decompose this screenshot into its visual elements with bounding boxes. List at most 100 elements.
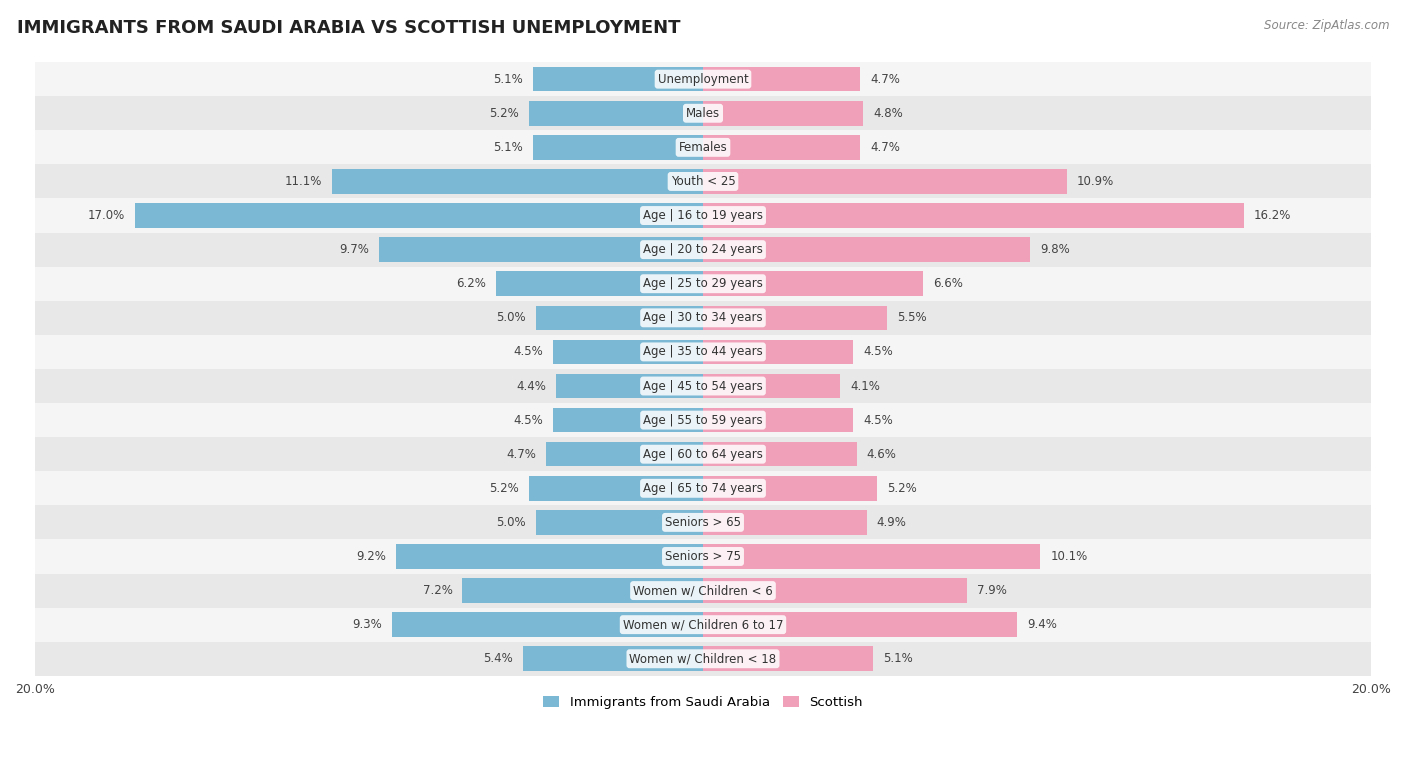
Bar xyxy=(703,374,839,398)
Bar xyxy=(703,510,866,534)
Bar xyxy=(35,266,1371,301)
Text: 5.1%: 5.1% xyxy=(883,653,912,665)
Text: 4.4%: 4.4% xyxy=(516,379,546,393)
Text: Females: Females xyxy=(679,141,727,154)
Text: Age | 25 to 29 years: Age | 25 to 29 years xyxy=(643,277,763,290)
Bar xyxy=(703,67,860,92)
Text: Age | 45 to 54 years: Age | 45 to 54 years xyxy=(643,379,763,393)
Bar xyxy=(35,437,1371,472)
Text: 5.0%: 5.0% xyxy=(496,516,526,529)
Text: Youth < 25: Youth < 25 xyxy=(671,175,735,188)
Text: 4.7%: 4.7% xyxy=(870,73,900,86)
Bar xyxy=(703,442,856,466)
Text: Males: Males xyxy=(686,107,720,120)
Text: Women w/ Children < 18: Women w/ Children < 18 xyxy=(630,653,776,665)
Text: 5.2%: 5.2% xyxy=(887,481,917,495)
Text: Age | 60 to 64 years: Age | 60 to 64 years xyxy=(643,447,763,461)
Text: 9.2%: 9.2% xyxy=(356,550,385,563)
Text: Age | 55 to 59 years: Age | 55 to 59 years xyxy=(643,413,763,427)
Bar xyxy=(703,408,853,432)
Bar xyxy=(35,62,1371,96)
Text: 9.3%: 9.3% xyxy=(353,618,382,631)
Text: 4.6%: 4.6% xyxy=(866,447,897,461)
Bar xyxy=(35,369,1371,403)
Text: 9.7%: 9.7% xyxy=(339,243,368,256)
Text: 17.0%: 17.0% xyxy=(89,209,125,222)
Bar xyxy=(35,301,1371,335)
Bar xyxy=(35,472,1371,506)
Text: IMMIGRANTS FROM SAUDI ARABIA VS SCOTTISH UNEMPLOYMENT: IMMIGRANTS FROM SAUDI ARABIA VS SCOTTISH… xyxy=(17,19,681,37)
Text: 5.5%: 5.5% xyxy=(897,311,927,324)
Text: 6.2%: 6.2% xyxy=(456,277,486,290)
Text: 5.2%: 5.2% xyxy=(489,481,519,495)
Text: 5.1%: 5.1% xyxy=(494,73,523,86)
Text: 7.2%: 7.2% xyxy=(423,584,453,597)
Text: 11.1%: 11.1% xyxy=(285,175,322,188)
Bar xyxy=(536,510,703,534)
Text: 4.5%: 4.5% xyxy=(513,413,543,427)
Text: Women w/ Children < 6: Women w/ Children < 6 xyxy=(633,584,773,597)
Text: 9.4%: 9.4% xyxy=(1026,618,1057,631)
Bar xyxy=(533,67,703,92)
Text: 6.6%: 6.6% xyxy=(934,277,963,290)
Bar xyxy=(35,403,1371,437)
Bar xyxy=(703,306,887,330)
Bar xyxy=(135,204,703,228)
Legend: Immigrants from Saudi Arabia, Scottish: Immigrants from Saudi Arabia, Scottish xyxy=(538,690,868,714)
Bar xyxy=(703,238,1031,262)
Bar xyxy=(35,335,1371,369)
Bar xyxy=(35,96,1371,130)
Bar xyxy=(533,135,703,160)
Text: Seniors > 65: Seniors > 65 xyxy=(665,516,741,529)
Bar xyxy=(463,578,703,603)
Bar xyxy=(35,164,1371,198)
Text: Age | 35 to 44 years: Age | 35 to 44 years xyxy=(643,345,763,358)
Text: 4.8%: 4.8% xyxy=(873,107,903,120)
Text: 5.0%: 5.0% xyxy=(496,311,526,324)
Text: Age | 20 to 24 years: Age | 20 to 24 years xyxy=(643,243,763,256)
Bar xyxy=(35,608,1371,642)
Text: Source: ZipAtlas.com: Source: ZipAtlas.com xyxy=(1264,19,1389,32)
Bar xyxy=(523,646,703,671)
Bar xyxy=(703,340,853,364)
Bar xyxy=(703,612,1017,637)
Text: 7.9%: 7.9% xyxy=(977,584,1007,597)
Text: 4.7%: 4.7% xyxy=(506,447,536,461)
Bar xyxy=(703,476,877,500)
Bar xyxy=(555,374,703,398)
Text: Age | 16 to 19 years: Age | 16 to 19 years xyxy=(643,209,763,222)
Bar xyxy=(35,198,1371,232)
Text: 10.9%: 10.9% xyxy=(1077,175,1115,188)
Bar xyxy=(392,612,703,637)
Bar xyxy=(703,646,873,671)
Text: 4.5%: 4.5% xyxy=(863,345,893,358)
Bar xyxy=(332,169,703,194)
Text: 4.7%: 4.7% xyxy=(870,141,900,154)
Bar xyxy=(35,540,1371,574)
Bar xyxy=(703,204,1244,228)
Bar xyxy=(395,544,703,569)
Text: 4.5%: 4.5% xyxy=(513,345,543,358)
Text: 5.2%: 5.2% xyxy=(489,107,519,120)
Bar xyxy=(703,578,967,603)
Bar xyxy=(35,232,1371,266)
Bar xyxy=(546,442,703,466)
Text: Age | 65 to 74 years: Age | 65 to 74 years xyxy=(643,481,763,495)
Bar xyxy=(35,574,1371,608)
Text: Age | 30 to 34 years: Age | 30 to 34 years xyxy=(643,311,763,324)
Text: 4.5%: 4.5% xyxy=(863,413,893,427)
Bar xyxy=(553,408,703,432)
Text: 16.2%: 16.2% xyxy=(1254,209,1292,222)
Text: 4.1%: 4.1% xyxy=(851,379,880,393)
Text: Seniors > 75: Seniors > 75 xyxy=(665,550,741,563)
Bar xyxy=(536,306,703,330)
Bar xyxy=(703,169,1067,194)
Text: 9.8%: 9.8% xyxy=(1040,243,1070,256)
Text: Unemployment: Unemployment xyxy=(658,73,748,86)
Bar xyxy=(35,506,1371,540)
Bar xyxy=(35,642,1371,676)
Bar xyxy=(703,544,1040,569)
Bar xyxy=(703,135,860,160)
Bar xyxy=(529,101,703,126)
Text: 5.1%: 5.1% xyxy=(494,141,523,154)
